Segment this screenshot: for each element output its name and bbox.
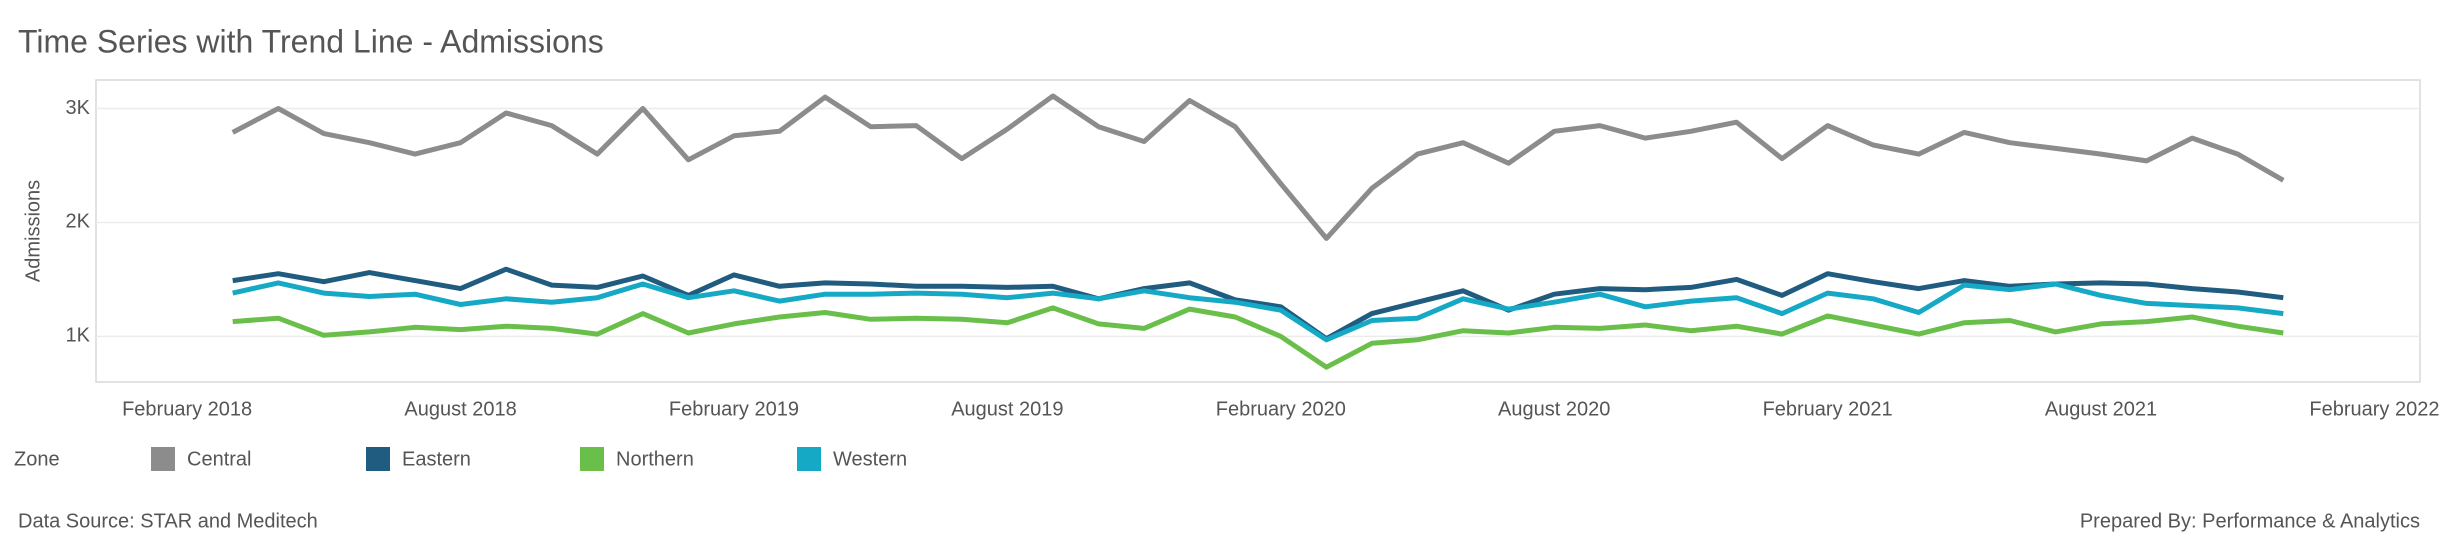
x-tick-label: August 2020 xyxy=(1498,398,1610,420)
x-tick-label: February 2018 xyxy=(122,398,252,420)
legend-label: Central xyxy=(187,448,251,470)
legend-title: Zone xyxy=(14,448,60,470)
legend-label: Eastern xyxy=(402,448,471,470)
series-line xyxy=(231,93,2285,241)
series-line xyxy=(232,280,2284,343)
legend-label: Northern xyxy=(616,448,694,470)
x-tick-label: February 2019 xyxy=(669,398,799,420)
source-note: Data Source: STAR and Meditech xyxy=(18,510,318,532)
chart-title: Time Series with Trend Line - Admissions xyxy=(18,23,604,59)
legend-swatch xyxy=(797,447,821,471)
credit-note: Prepared By: Performance & Analytics xyxy=(2080,510,2420,532)
plot-frame xyxy=(95,79,2421,383)
legend-label: Western xyxy=(833,448,907,470)
x-tick-label: February 2022 xyxy=(2309,398,2439,420)
y-tick-label: 1K xyxy=(66,325,91,347)
y-tick-label: 2K xyxy=(66,211,91,233)
legend-swatch xyxy=(580,447,604,471)
y-tick-label: 3K xyxy=(66,97,91,119)
x-tick-label: August 2018 xyxy=(404,398,516,420)
series-line xyxy=(232,305,2284,370)
series-line xyxy=(232,266,2284,342)
x-tick-label: February 2020 xyxy=(1216,398,1346,420)
x-tick-label: August 2021 xyxy=(2045,398,2157,420)
x-tick-label: August 2019 xyxy=(951,398,1063,420)
y-axis-title: Admissions xyxy=(22,180,44,282)
legend-swatch xyxy=(366,447,390,471)
legend-swatch xyxy=(151,447,175,471)
x-tick-label: February 2021 xyxy=(1763,398,1893,420)
